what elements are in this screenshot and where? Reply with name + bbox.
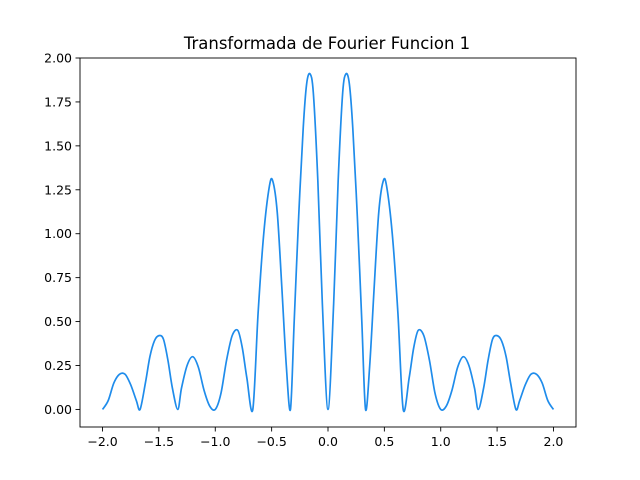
chart-title: Transformada de Fourier Funcion 1 (183, 34, 470, 53)
y-axis: 0.00 0.25 0.50 0.75 1.00 1.25 1.50 1.75 2.00 (44, 51, 80, 417)
x-tick-label: −0.5 (256, 434, 286, 449)
y-tick-label: 1.75 (44, 94, 72, 109)
y-tick-label: 1.50 (44, 138, 72, 153)
series-line-0 (101, 72, 555, 413)
x-tick-label: −1.5 (144, 434, 174, 449)
y-tick-label: 2.00 (44, 51, 72, 66)
y-tick-label: 0.75 (44, 270, 72, 285)
x-tick-label: 0.5 (374, 434, 394, 449)
axes-frame (79, 57, 577, 428)
y-tick-label: 0.50 (44, 314, 72, 329)
y-tick-label: 1.00 (44, 226, 72, 241)
plot-area (101, 72, 555, 413)
x-tick-label: 0.0 (318, 434, 338, 449)
x-tick-label: 2.0 (544, 434, 564, 449)
y-tick-label: 0.00 (44, 402, 72, 417)
y-tick-label: 1.25 (44, 182, 72, 197)
x-axis: −2.0 −1.5 −1.0 −0.5 0.0 0.5 1.0 1.5 2.0 (87, 427, 563, 449)
x-tick-label: 1.5 (487, 434, 507, 449)
x-tick-label: −2.0 (87, 434, 117, 449)
y-tick-label: 0.25 (44, 358, 72, 373)
x-tick-label: 1.0 (431, 434, 451, 449)
x-tick-label: −1.0 (200, 434, 230, 449)
